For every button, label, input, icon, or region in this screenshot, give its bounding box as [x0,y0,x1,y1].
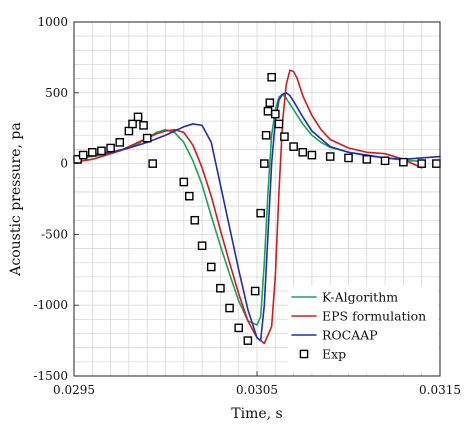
plot-area [73,69,441,345]
exp-marker [148,159,157,168]
exp-marker [271,109,280,119]
exp-marker [216,283,225,293]
legend-label-eps-formulation: EPS formulation [322,309,426,324]
exp-marker [106,143,115,153]
exp-marker [289,142,298,151]
exp-marker [179,177,189,187]
exp-marker [87,147,97,157]
x-tick-label: 0.0315 [419,383,461,397]
exp-marker [78,150,88,160]
exp-marker [417,159,427,168]
legend-label-k-algorithm: K-Algorithm [322,290,398,305]
exp-marker [115,138,125,147]
exp-marker [399,157,408,167]
y-axis-label: Acoustic pressure, pa [8,122,24,277]
exp-marker [234,323,244,333]
exp-marker [344,153,353,163]
exp-marker [307,150,317,160]
y-tick-label: -1500 [33,369,68,383]
legend-background [288,286,438,372]
legend-label-rocaap: ROCAAP [322,328,378,343]
exp-marker [250,286,260,296]
exp-marker [142,133,152,143]
y-tick-label: 500 [45,86,68,100]
legend-swatch-exp [299,349,309,359]
series-line-eps-formulation [73,69,423,345]
exp-marker [97,146,106,156]
x-tick-label: 0.0305 [236,383,278,397]
exp-marker [124,126,134,136]
exp-marker [263,106,273,116]
axis-ticks: 0.0295 0.0305 0.0315 -1500 -1000 -500 0 500 1000 [33,15,461,397]
exp-marker [362,155,372,164]
exp-marker [325,152,335,161]
exp-marker [197,241,207,251]
exp-marker [267,72,276,82]
exp-marker [225,303,234,313]
exp-marker [206,262,216,272]
exp-marker [261,130,271,140]
exp-marker [243,336,253,345]
y-tick-label: -1000 [33,298,68,312]
x-axis-label: Time, s [231,406,282,422]
exp-marker [265,98,275,108]
exp-marker [432,159,441,168]
legend-label-exp: Exp [322,347,346,362]
exp-marker [133,112,143,122]
y-tick-label: -500 [41,227,68,241]
exp-marker [380,156,390,166]
y-tick-label: 1000 [37,15,68,29]
legend: K-Algorithm EPS formulation ROCAAP Exp [288,286,438,372]
exp-marker [274,119,284,129]
x-tick-label: 0.0295 [53,383,95,397]
exp-marker [184,191,194,201]
y-tick-label: 0 [60,157,68,171]
exp-marker [260,159,269,168]
exp-marker [128,119,137,129]
exp-marker [298,147,308,157]
exp-marker [256,208,265,218]
exp-marker [139,121,148,130]
exp-marker [280,132,289,141]
series-line-rocaap [73,92,441,342]
exp-marker [190,215,200,225]
